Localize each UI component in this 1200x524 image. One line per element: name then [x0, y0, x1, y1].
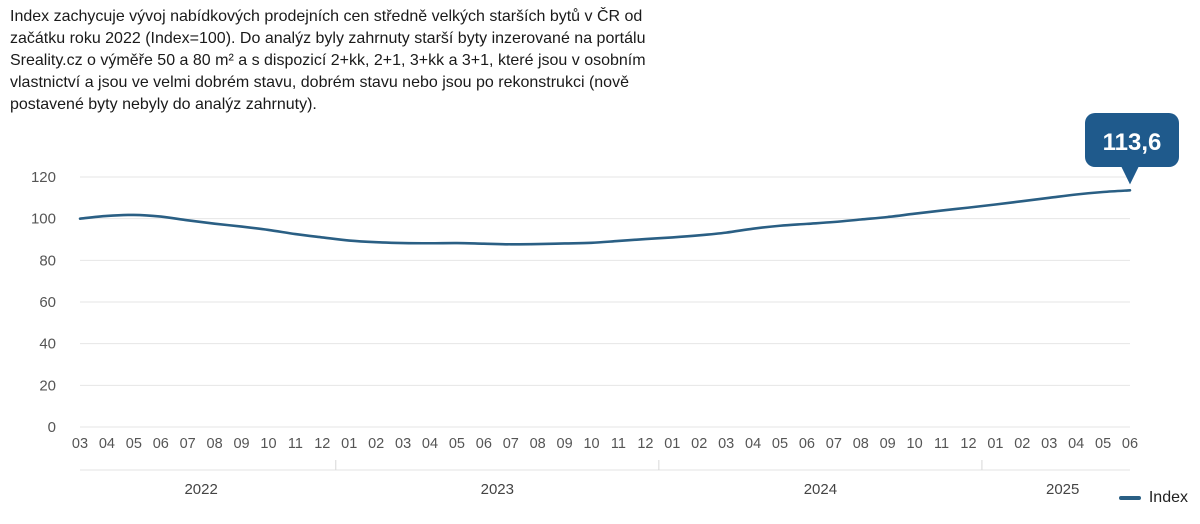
x-tick-label: 05 [449, 436, 465, 452]
callout-box [1085, 113, 1179, 167]
y-axis-ticks: 0 20 40 60 80 100 120 [31, 169, 56, 436]
x-tick-label: 07 [826, 436, 842, 452]
x-tick-label: 05 [772, 436, 788, 452]
x-tick-label: 11 [611, 436, 626, 452]
x-tick-label: 10 [260, 436, 276, 452]
x-tick-label: 03 [395, 436, 411, 452]
x-tick-label: 08 [530, 436, 546, 452]
x-axis-ticks: 03 04 05 06 07 08 09 10 11 12 01 02 03 04 05 06 07 08 09 10… [72, 436, 1138, 452]
x-tick-label: 12 [960, 436, 976, 452]
year-label: 2025 [1046, 481, 1079, 498]
x-tick-label: 05 [126, 436, 142, 452]
year-axis: 2022 2023 2024 2025 [80, 460, 1130, 498]
y-tick-label: 40 [39, 336, 56, 353]
value-callout: 113,6 [1085, 113, 1179, 185]
x-tick-label: 08 [207, 436, 223, 452]
x-tick-label: 04 [1068, 436, 1084, 452]
series-layer [78, 189, 1132, 246]
x-tick-label: 01 [341, 436, 357, 452]
x-tick-label: 10 [907, 436, 923, 452]
y-tick-label: 60 [39, 294, 56, 311]
callout-pointer [1121, 166, 1139, 185]
x-tick-label: 08 [853, 436, 869, 452]
x-tick-label: 03 [1041, 436, 1057, 452]
x-tick-label: 07 [180, 436, 196, 452]
series-line-index [78, 189, 1132, 246]
chart-description: Index zachycuje vývoj nabídkových prodej… [10, 8, 646, 113]
x-tick-label: 11 [288, 436, 303, 452]
x-tick-label: 04 [745, 436, 761, 452]
x-tick-label: 12 [314, 436, 330, 452]
x-tick-label: 09 [233, 436, 249, 452]
grid-lines [80, 176, 1130, 428]
x-tick-label: 12 [637, 436, 653, 452]
legend[interactable]: Index [1118, 489, 1188, 507]
y-tick-label: 100 [31, 211, 56, 228]
y-tick-label: 80 [39, 252, 56, 269]
x-tick-label: 03 [72, 436, 88, 452]
x-tick-label: 04 [422, 436, 438, 452]
x-tick-label: 03 [718, 436, 734, 452]
x-tick-label: 06 [153, 436, 169, 452]
legend-label-index: Index [1148, 489, 1188, 506]
x-tick-label: 07 [503, 436, 519, 452]
x-tick-label: 01 [664, 436, 680, 452]
y-tick-label: 120 [31, 169, 56, 186]
year-label: 2022 [184, 481, 217, 498]
x-tick-label: 09 [557, 436, 573, 452]
x-tick-label: 11 [934, 436, 949, 452]
x-tick-label: 04 [99, 436, 115, 452]
x-tick-label: 09 [880, 436, 896, 452]
year-label: 2024 [804, 481, 837, 498]
callout-value: 113,6 [1103, 129, 1162, 156]
y-tick-label: 0 [48, 419, 56, 436]
x-tick-label: 06 [1122, 436, 1138, 452]
x-tick-label: 05 [1095, 436, 1111, 452]
x-tick-label: 01 [987, 436, 1003, 452]
x-tick-label: 02 [368, 436, 384, 452]
year-label: 2023 [481, 481, 514, 498]
x-tick-label: 02 [1014, 436, 1030, 452]
x-tick-label: 02 [691, 436, 707, 452]
y-tick-label: 20 [39, 377, 56, 394]
legend-swatch [1118, 496, 1141, 500]
x-tick-label: 06 [476, 436, 492, 452]
x-tick-label: 06 [799, 436, 815, 452]
x-tick-label: 10 [583, 436, 599, 452]
